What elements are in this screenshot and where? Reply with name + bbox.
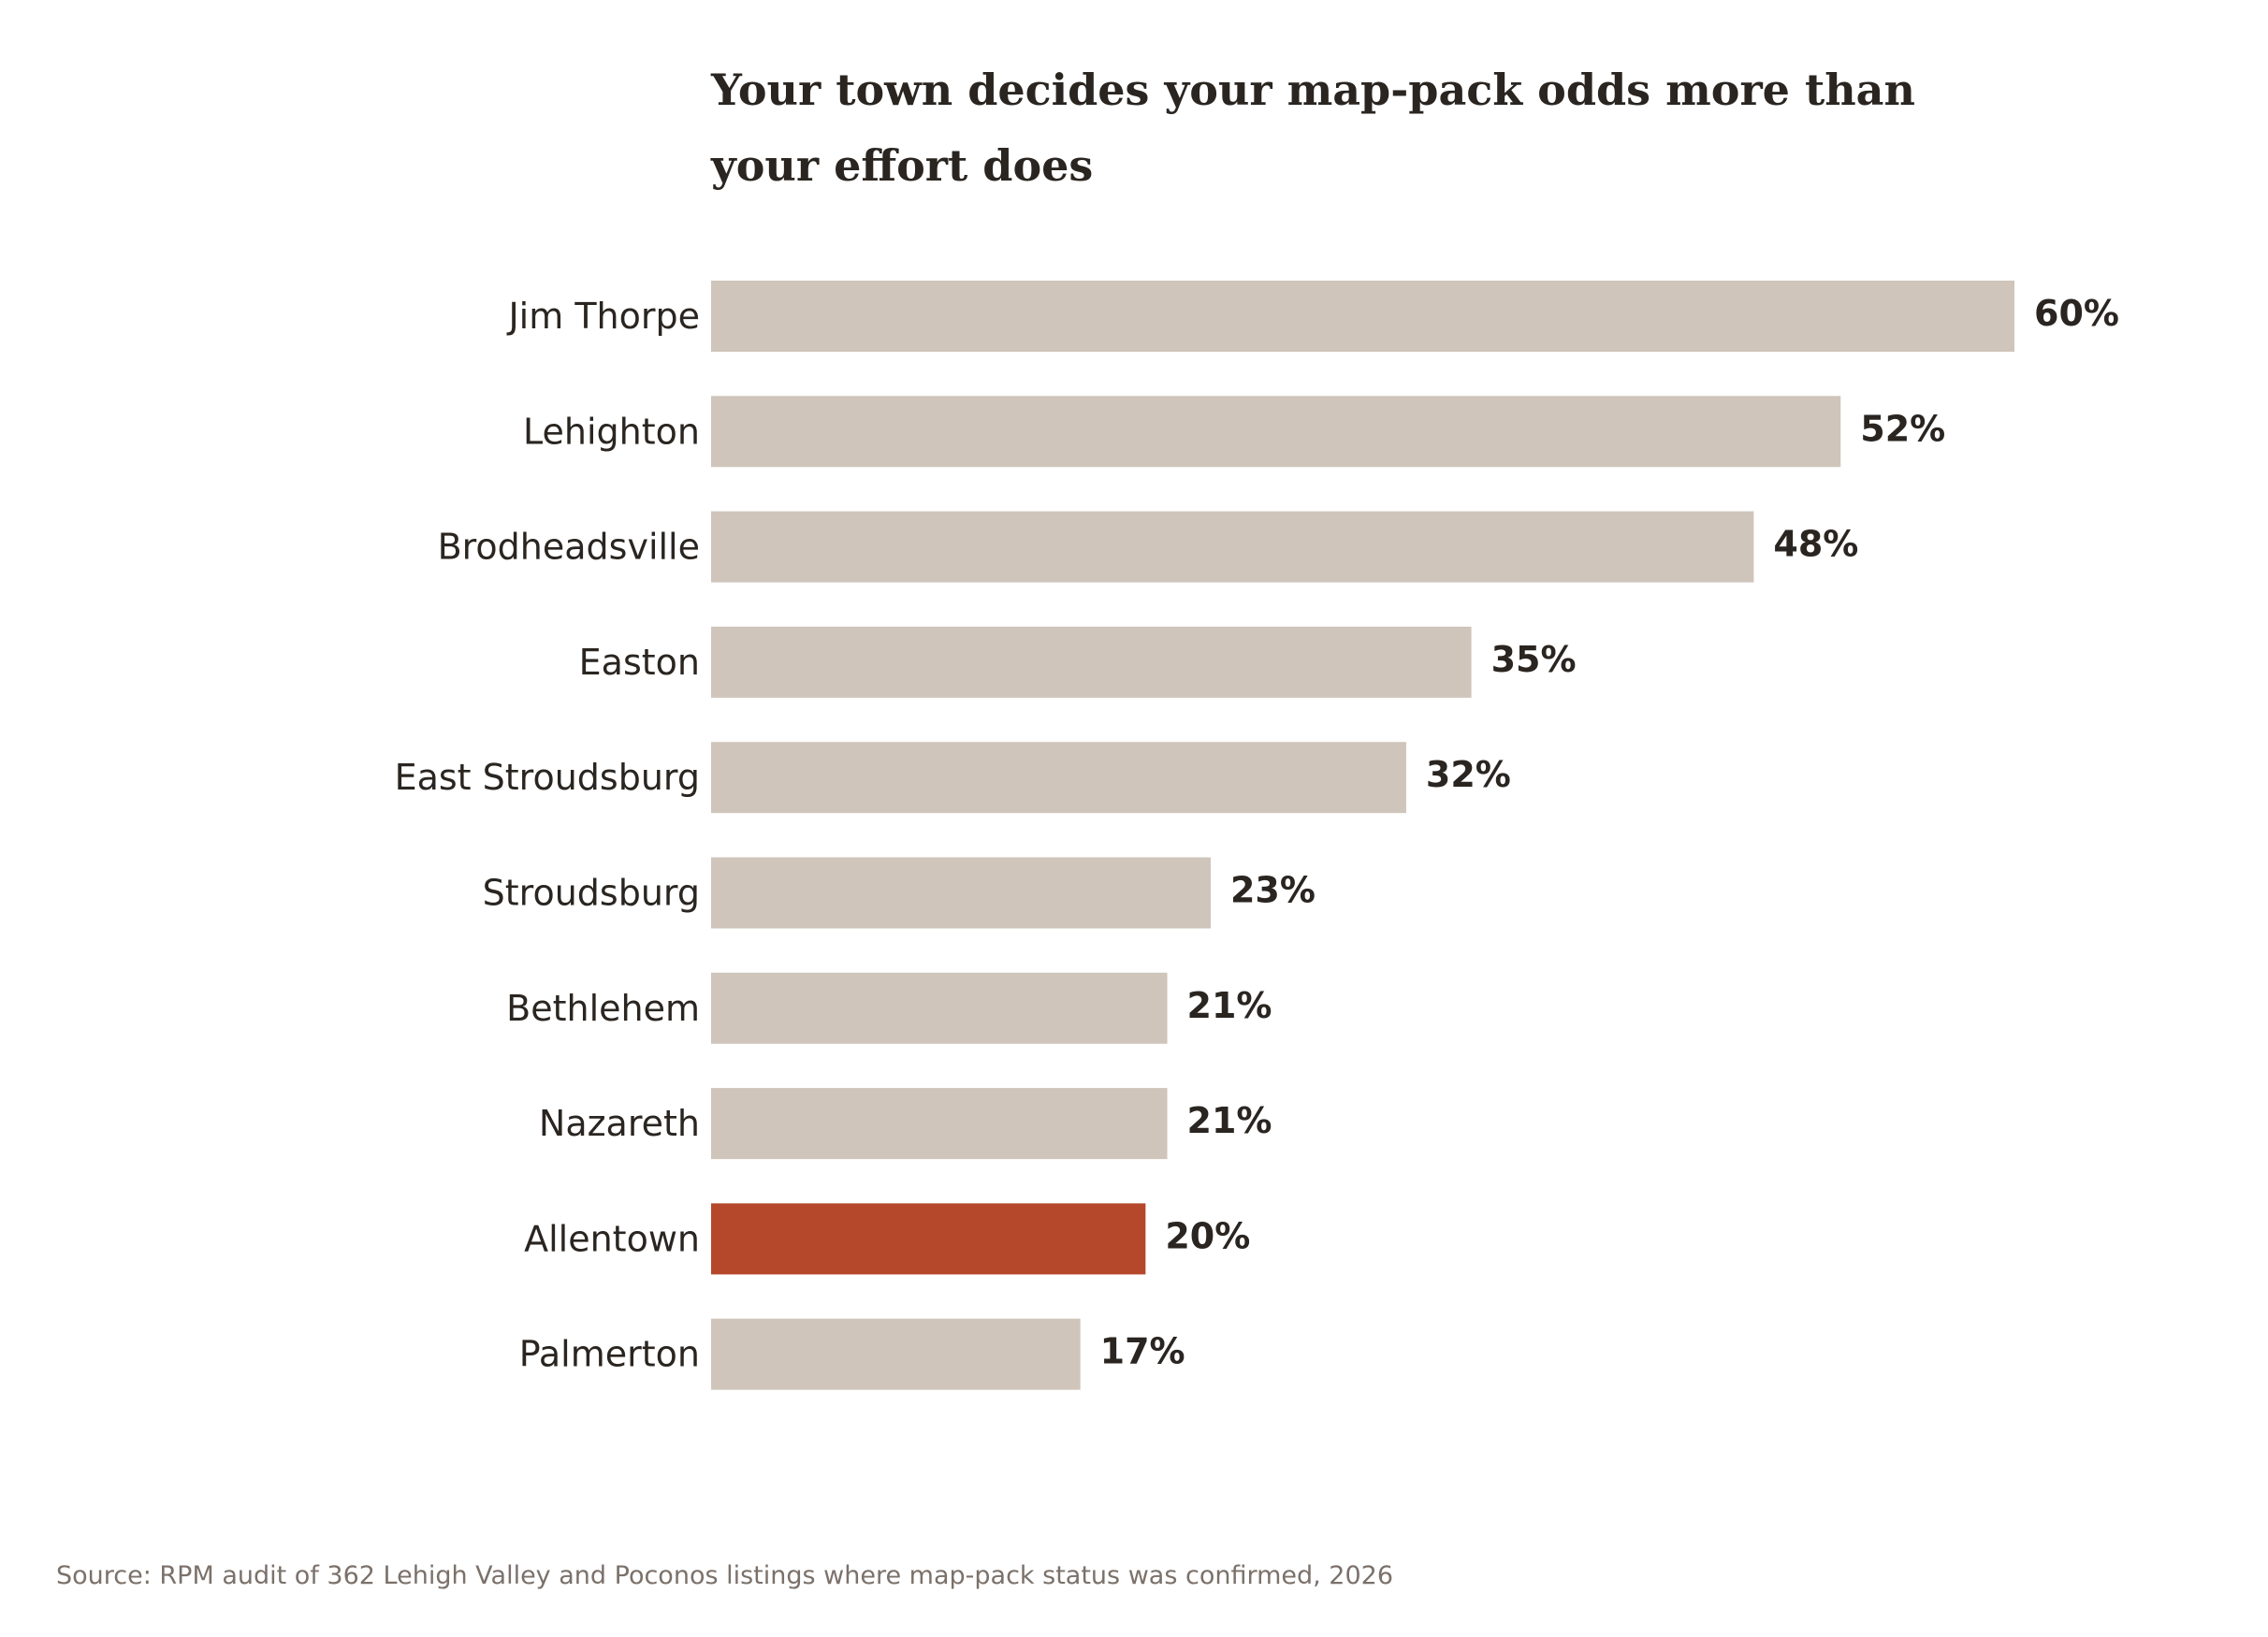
bar-bethlehem [711,972,1168,1044]
bar-nazareth [711,1088,1168,1160]
bar-east-stroudsburg [711,742,1406,814]
category-label-easton: Easton [579,642,700,683]
value-label-allentown: 20% [1165,1215,1250,1256]
value-label-stroudsburg: 23% [1230,870,1316,911]
bar-group: Jim Thorpe 60% Lehighton 52% Brodheadsville 4… [395,281,2119,1390]
category-label-lehighton: Lehighton [523,411,700,452]
category-label-nazareth: Nazareth [539,1103,700,1144]
value-label-easton: 35% [1491,639,1577,680]
bar-brodheadsville [711,511,1754,583]
category-label-stroudsburg: Stroudsburg [483,873,700,914]
value-label-jim-thorpe: 60% [2034,293,2119,334]
value-label-bethlehem: 21% [1187,985,1272,1026]
value-label-lehighton: 52% [1860,408,1945,449]
source-note: Source: RPM audit of 362 Lehigh Valley a… [56,1561,1393,1590]
bar-jim-thorpe [711,281,2014,352]
value-label-east-stroudsburg: 32% [1426,754,1511,795]
category-label-bethlehem: Bethlehem [506,988,700,1029]
category-label-jim-thorpe: Jim Thorpe [506,296,700,337]
bar-palmerton [711,1318,1081,1390]
bar-allentown [711,1203,1146,1275]
category-label-allentown: Allentown [524,1218,700,1259]
chart-title-line-1: Your town decides your map-pack odds mor… [710,65,1915,115]
value-label-palmerton: 17% [1100,1331,1185,1372]
value-label-brodheadsville: 48% [1773,524,1858,565]
category-label-east-stroudsburg: East Stroudsburg [395,757,700,798]
category-label-brodheadsville: Brodheadsville [438,527,700,568]
bar-lehighton [711,396,1841,468]
bar-easton [711,626,1472,698]
chart-title-line-2: your effort does [710,140,1093,191]
value-label-nazareth: 21% [1187,1100,1272,1141]
category-label-palmerton: Palmerton [519,1334,700,1375]
bar-stroudsburg [711,857,1211,929]
